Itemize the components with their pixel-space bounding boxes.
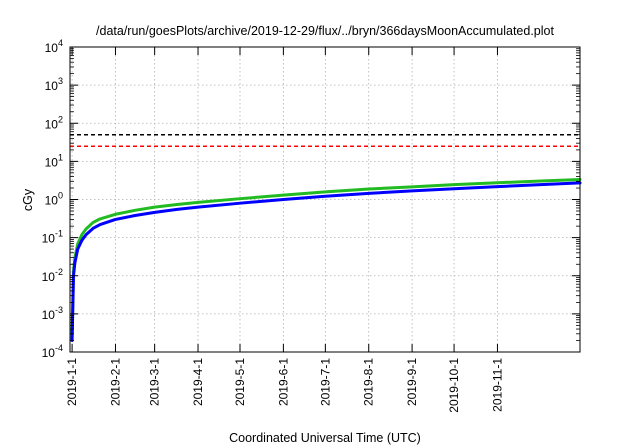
chart-title: /data/run/goesPlots/archive/2019-12-29/f…	[96, 24, 554, 38]
y-tick-label: 10-1	[42, 229, 63, 246]
x-tick-label: 2019-10-1	[447, 358, 461, 413]
x-tick-label: 2019-3-1	[148, 358, 162, 406]
x-tick-label: 2019-8-1	[362, 358, 376, 406]
x-tick-label: 2019-7-1	[318, 358, 332, 406]
y-tick-label: 10-2	[42, 267, 63, 284]
y-tick-label: 103	[45, 76, 63, 93]
x-tick-label: 2019-9-1	[405, 358, 419, 406]
y-tick-label: 101	[45, 152, 63, 169]
y-tick-label: 10-3	[42, 305, 63, 322]
data-series	[70, 177, 582, 343]
x-axis-label: Coordinated Universal Time (UTC)	[229, 431, 421, 445]
y-tick-label: 10-4	[42, 343, 63, 360]
x-tick-label: 2019-4-1	[191, 358, 205, 406]
x-tick-label: 2019-11-1	[490, 358, 504, 412]
blue-series-line	[70, 181, 582, 343]
x-tick-label: 2019-1-1	[65, 358, 79, 406]
y-tick-label: 102	[45, 114, 63, 131]
x-tick-labels: 2019-1-1 2019-2-1 2019-3-1 2019-4-1 2019-5-1…	[65, 358, 504, 413]
reference-lines	[70, 133, 580, 147]
y-tick-label: 104	[45, 38, 63, 55]
x-tick-label: 2019-2-1	[108, 358, 122, 406]
x-tick-label: 2019-6-1	[276, 358, 290, 406]
green-series-line	[70, 177, 582, 336]
x-tick-label: 2019-5-1	[233, 358, 247, 406]
axis-ticks	[70, 46, 580, 353]
y-axis-label: cGy	[21, 188, 35, 211]
y-tick-labels: 10-4 10-3 10-2 10-1 100 101 102 103 104	[42, 38, 63, 360]
y-tick-label: 100	[45, 191, 63, 208]
grid	[70, 47, 580, 352]
